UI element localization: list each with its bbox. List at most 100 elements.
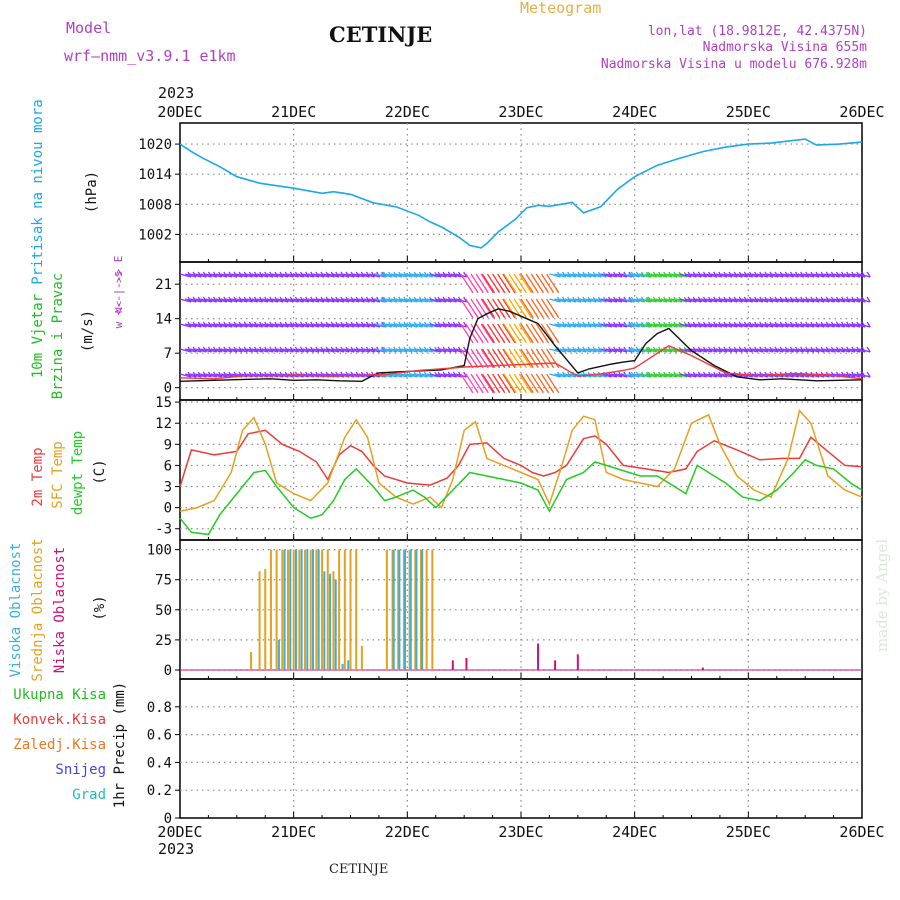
wind-barb-flag	[442, 271, 447, 278]
wind-barb-flag	[713, 271, 718, 278]
y-tick-label: 1014	[138, 167, 172, 183]
wind-barb-flag	[511, 387, 516, 394]
wind-barb-flag	[207, 371, 213, 378]
wind-barb-flag	[608, 346, 613, 353]
wind-barb	[665, 273, 678, 278]
wind-barb	[210, 323, 222, 328]
wind-barb	[700, 373, 712, 378]
wind-barb	[710, 273, 722, 278]
wind-barb	[679, 298, 692, 303]
wind-barb	[623, 373, 635, 378]
wind-barb	[579, 273, 592, 278]
wind-barb-flag	[673, 296, 678, 303]
wind-barb	[600, 273, 612, 278]
wind-barb	[628, 323, 640, 328]
precip-legend-2: Zaledj.Kisa	[13, 737, 106, 753]
wind-barb-flag	[597, 271, 602, 278]
wind-barb	[645, 373, 657, 378]
wind-barb-flag	[279, 346, 284, 353]
wind-barb-flag	[602, 346, 608, 353]
wind-barb-flag	[835, 296, 841, 303]
wind-barb-flag	[213, 371, 218, 378]
temp-line-t2m	[179, 429, 863, 487]
wind-barb-flag	[692, 321, 697, 328]
wind-barb	[440, 273, 452, 278]
wind-barb	[665, 373, 678, 378]
wind-barb-flag	[484, 362, 489, 369]
wind-barb	[215, 323, 227, 328]
wind-barb	[317, 273, 330, 278]
wind-barb-flag	[479, 287, 484, 294]
wind-barb-flag	[779, 296, 784, 303]
wind-barb-flag	[274, 321, 279, 328]
wind-barb-flag	[702, 296, 708, 303]
wind-barb	[363, 323, 375, 328]
wind-barb	[421, 273, 433, 278]
wind-barb-flag	[403, 321, 408, 328]
wind-barb-flag	[861, 346, 866, 353]
wind-barb-flag	[393, 296, 398, 303]
wind-barb	[574, 348, 587, 353]
wind-barb-flag	[340, 271, 345, 278]
wind-barb	[236, 298, 248, 303]
x-tick-label-top: 20DEC	[157, 103, 202, 121]
wind-barb	[256, 273, 268, 278]
wind-barb	[833, 323, 845, 328]
wind-barb-flag	[630, 371, 635, 378]
wind-barb-flag	[371, 296, 376, 303]
wind-barb	[215, 273, 227, 278]
wind-barb-flag	[457, 271, 463, 278]
wind-barb-flag	[800, 321, 805, 328]
wind-barb	[585, 323, 597, 328]
wind-barb	[690, 273, 702, 278]
wind-barb-flag	[299, 296, 305, 303]
wind-barb	[266, 323, 279, 328]
wind-barb	[307, 323, 320, 328]
wind-barb	[787, 373, 799, 378]
wind-barb-flag	[572, 296, 577, 303]
wind-barb-flag	[213, 321, 218, 328]
wind-barb	[445, 273, 457, 278]
y-tick-label: 0.8	[147, 700, 172, 716]
wind-barb-flag	[259, 296, 264, 303]
wind-barb-flag	[529, 337, 534, 344]
wind-barb	[720, 373, 733, 378]
wind-barb	[823, 298, 835, 303]
wind-barb	[184, 323, 197, 328]
x-tick-label-top: 21DEC	[271, 103, 316, 121]
wind-barb-flag	[555, 337, 560, 344]
wind-barb	[549, 273, 561, 278]
wind-barb	[741, 298, 753, 303]
wind-barb-flag	[197, 371, 202, 378]
wind-barb	[332, 298, 345, 303]
wind-barb-flag	[779, 346, 784, 353]
wind-barb-flag	[738, 271, 743, 278]
wind-barb	[685, 273, 697, 278]
wind-barb-flag	[228, 371, 233, 378]
wind-barb-flag	[723, 346, 728, 353]
wind-barb-flag	[223, 371, 228, 378]
wind-barb	[725, 323, 738, 328]
wind-barb-flag	[522, 362, 527, 369]
wind-barb	[302, 298, 314, 303]
wind-barb	[380, 273, 392, 278]
wind-barb-flag	[697, 346, 702, 353]
wind-barb	[210, 373, 222, 378]
wind-barb-flag	[522, 287, 527, 294]
y-tick-label: 0.4	[147, 755, 172, 771]
wind-barb	[400, 373, 413, 378]
wind-barb	[782, 348, 794, 353]
wind-barb	[700, 348, 712, 353]
wind-barb-flag	[489, 387, 494, 394]
wind-barb-flag	[587, 271, 592, 278]
wind-barb	[549, 323, 561, 328]
wind-barb-flag	[743, 321, 748, 328]
x-tick-label-top: 24DEC	[612, 103, 657, 121]
wind-barb	[200, 298, 212, 303]
wind-panel-title-1: 10m Vjetar	[30, 294, 46, 378]
wind-barb	[843, 373, 855, 378]
y-tick-label: 0	[164, 811, 172, 827]
wind-barb	[772, 273, 784, 278]
wind-barb-flag	[305, 271, 310, 278]
wind-barb	[363, 298, 375, 303]
